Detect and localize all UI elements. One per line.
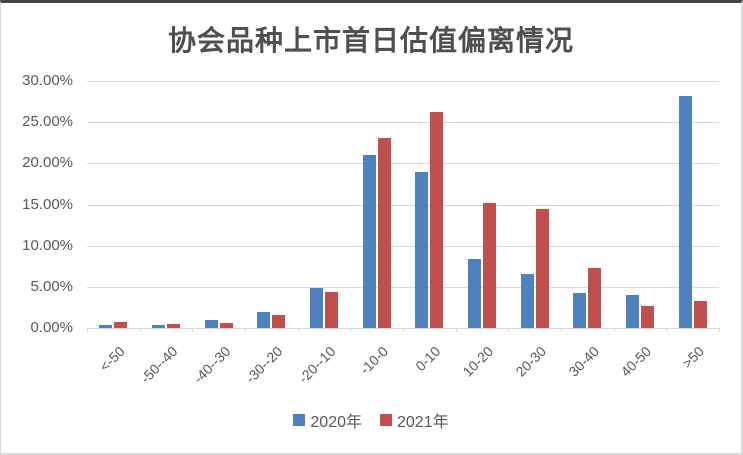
x-axis-tick	[350, 328, 352, 332]
bar-2021年-0-10	[430, 112, 444, 328]
bar-2021年-40-50	[641, 305, 654, 328]
x-axis-tick	[666, 328, 668, 332]
x-axis-tick	[403, 328, 404, 332]
bar-2021年-<-50	[114, 322, 128, 328]
x-tick-label: 10-20	[459, 343, 497, 380]
gridline	[87, 122, 719, 124]
bar-2020年-10-20	[468, 258, 481, 328]
bar-2020年--40--30	[204, 319, 218, 328]
x-axis-tick	[508, 328, 510, 332]
x-tick-label: -10-0	[356, 343, 391, 378]
bar-2021年--50--40	[167, 323, 180, 328]
x-tick-label: 40-50	[617, 343, 655, 380]
x-tick-label: -50--40	[137, 343, 181, 387]
x-tick-label: 0-10	[412, 343, 444, 375]
legend-item: 2021年	[380, 408, 449, 432]
y-tick-label: 30.00%	[22, 72, 73, 89]
y-tick-label: 15.00%	[22, 195, 73, 213]
bar-2020年-<-50	[99, 324, 113, 328]
bar-2021年--40--30	[219, 323, 233, 328]
legend-label: 2021年	[397, 414, 449, 431]
x-axis-tick	[719, 328, 720, 332]
bar-2020年-0-10	[415, 171, 429, 328]
y-tick-label: 10.00%	[22, 236, 73, 254]
chart-title: 协会品种上市首日估值偏离情况	[167, 24, 574, 57]
x-tick-label: -40--30	[189, 343, 233, 387]
x-axis-tick	[455, 328, 457, 332]
y-tick-label: 0.00%	[30, 319, 73, 336]
x-tick-label: <-50	[96, 343, 128, 375]
x-tick-label: 30-40	[565, 343, 602, 380]
y-tick-label: 5.00%	[30, 277, 73, 295]
x-axis-tick	[297, 328, 299, 332]
bar-2021年-10-20	[483, 202, 496, 328]
gridline	[87, 245, 719, 247]
bar-2020年->50	[678, 95, 692, 328]
x-tick-label: -30--20	[242, 343, 286, 387]
legend: 2020年 2021年	[1, 408, 741, 432]
y-tick-label: 20.00%	[22, 154, 73, 172]
bar-2021年-20-30	[535, 209, 549, 328]
bar-2021年-30-40	[588, 267, 602, 328]
bar-2020年--30--20	[257, 312, 271, 328]
x-axis-tick	[613, 328, 615, 332]
gridline	[87, 286, 719, 288]
bar-2021年--20--10	[325, 291, 338, 328]
bar-2020年-20-30	[520, 273, 534, 328]
x-axis-tick	[245, 328, 246, 332]
bar-2020年--20--10	[310, 288, 323, 328]
plot-area	[87, 81, 719, 329]
legend-swatch-icon	[380, 414, 392, 426]
bar-2021年->50	[693, 300, 707, 328]
bar-2020年-30-40	[573, 292, 587, 328]
bar-2020年--10-0	[362, 155, 376, 328]
x-tick-label: -20--10	[295, 343, 339, 387]
y-tick-label: 25.00%	[22, 113, 73, 131]
bar-2020年--50--40	[152, 324, 165, 328]
x-axis-tick	[139, 328, 141, 332]
x-tick-label: 20-30	[512, 343, 549, 380]
x-axis-tick	[561, 328, 562, 332]
x-tick-label: >50	[678, 343, 707, 372]
legend-swatch-icon	[293, 414, 306, 426]
gridline	[87, 81, 719, 82]
bar-2020年-40-50	[626, 295, 639, 328]
legend-label: 2020年	[310, 414, 362, 431]
bar-2021年--10-0	[377, 137, 391, 328]
x-axis-tick	[87, 328, 88, 332]
gridline	[87, 163, 719, 165]
x-axis-tick	[192, 328, 194, 332]
gridline	[87, 204, 719, 206]
bar-2021年--30--20	[272, 314, 286, 328]
legend-item: 2020年	[293, 408, 362, 432]
